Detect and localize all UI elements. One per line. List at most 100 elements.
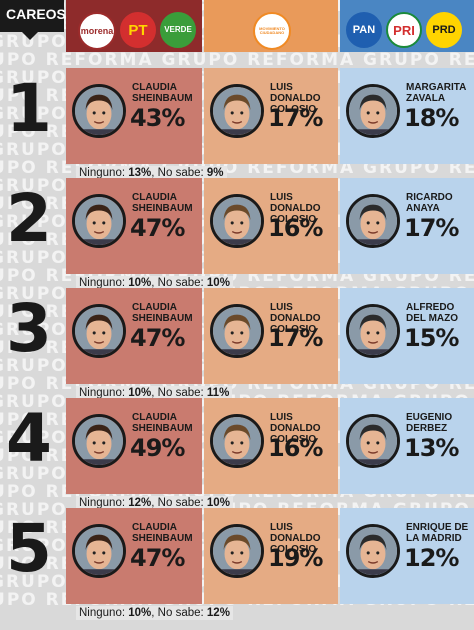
candidate-percentage: 43%	[130, 104, 185, 132]
candidate-percentage: 49%	[130, 434, 185, 462]
matchup-footer: Ninguno: 12%, No sabe: 10%	[76, 496, 233, 510]
candidate-name: LUIS DONALDO COLOSIO	[270, 412, 321, 445]
matchup-number: 2	[6, 180, 52, 257]
candidate-percentage: 47%	[130, 324, 185, 352]
candidate-cell: ENRIQUE DE LA MADRID 12%	[340, 508, 474, 604]
candidate-cell: CLAUDIA SHEINBAUM 47%	[66, 508, 202, 604]
candidate-name: CLAUDIA SHEINBAUM	[132, 522, 193, 544]
candidate-photo	[210, 524, 264, 578]
candidate-cell: LUIS DONALDO COLOSIO 16%	[204, 398, 338, 494]
ninguno-value: 13%	[128, 167, 152, 179]
candidate-photo	[72, 524, 126, 578]
candidate-photo	[72, 304, 126, 358]
matchup-number: 1	[6, 70, 52, 147]
no-sabe-value: 11%	[206, 387, 230, 399]
candidate-percentage: 19%	[268, 544, 323, 572]
candidate-photo	[210, 304, 264, 358]
candidate-photo	[72, 414, 126, 468]
candidate-percentage: 18%	[404, 104, 459, 132]
candidate-photo	[210, 84, 264, 138]
pan-logo: PAN	[346, 12, 382, 48]
candidate-cell: CLAUDIA SHEINBAUM 43%	[66, 68, 202, 164]
candidate-name: ENRIQUE DE LA MADRID	[406, 522, 469, 544]
matchup-number: 5	[6, 510, 52, 587]
candidate-photo	[346, 84, 400, 138]
candidate-name: ALFREDO DEL MAZO	[406, 302, 459, 324]
candidate-percentage: 15%	[404, 324, 459, 352]
no-sabe-value: 10%	[206, 277, 230, 289]
matchup-row: 2 CLAUDIA SHEINBAUM 47% LUIS DONALDO COLOSI…	[0, 178, 474, 300]
matchup-footer: Ninguno: 10%, No sabe: 12%	[76, 606, 233, 620]
ninguno-value: 12%	[128, 497, 152, 509]
matchup-footer: Ninguno: 10%, No sabe: 11%	[76, 386, 233, 400]
candidate-cell: CLAUDIA SHEINBAUM 49%	[66, 398, 202, 494]
candidate-cell: CLAUDIA SHEINBAUM 47%	[66, 288, 202, 384]
ninguno-label: Ninguno:	[79, 497, 126, 509]
candidate-name: LUIS DONALDO COLOSIO	[270, 302, 321, 335]
ninguno-label: Ninguno:	[79, 607, 126, 619]
candidate-cell: LUIS DONALDO COLOSIO 16%	[204, 178, 338, 274]
candidate-name: RICARDO ANAYA	[406, 192, 453, 214]
prd-logo: PRD	[426, 12, 462, 48]
ninguno-label: Ninguno:	[79, 387, 126, 399]
candidate-photo	[346, 304, 400, 358]
candidate-name: LUIS DONALDO COLOSIO	[270, 82, 321, 115]
candidate-cell: MARGARITA ZAVALA 18%	[340, 68, 474, 164]
pri-logo: PRI	[386, 12, 422, 48]
ninguno-label: Ninguno:	[79, 167, 126, 179]
candidate-percentage: 12%	[404, 544, 459, 572]
careos-tag: CAREOS	[0, 0, 66, 40]
candidate-cell: CLAUDIA SHEINBAUM 47%	[66, 178, 202, 274]
matchup-row: 4 CLAUDIA SHEINBAUM 49% LUIS DONALDO COLOSI…	[0, 398, 474, 520]
candidate-photo	[210, 414, 264, 468]
candidate-percentage: 17%	[268, 324, 323, 352]
candidate-cell: RICARDO ANAYA 17%	[340, 178, 474, 274]
candidate-cell: LUIS DONALDO COLOSIO 17%	[204, 68, 338, 164]
candidate-photo	[346, 524, 400, 578]
matchup-number: 4	[6, 400, 52, 477]
ninguno-label: Ninguno:	[79, 277, 126, 289]
candidate-percentage: 16%	[268, 434, 323, 462]
candidate-name: CLAUDIA SHEINBAUM	[132, 302, 193, 324]
candidate-name: LUIS DONALDO COLOSIO	[270, 522, 321, 555]
no-sabe-label: No sabe:	[157, 277, 204, 289]
no-sabe-label: No sabe:	[157, 497, 204, 509]
ninguno-value: 10%	[128, 277, 152, 289]
no-sabe-value: 10%	[206, 497, 230, 509]
matchup-footer: Ninguno: 13%, No sabe: 9%	[76, 166, 227, 180]
candidate-name: CLAUDIA SHEINBAUM	[132, 192, 193, 214]
candidate-percentage: 17%	[268, 104, 323, 132]
matchup-footer: Ninguno: 10%, No sabe: 10%	[76, 276, 233, 290]
matchup-row: 5 CLAUDIA SHEINBAUM 47% LUIS DONALDO COLOSI…	[0, 508, 474, 630]
candidate-percentage: 16%	[268, 214, 323, 242]
candidate-name: MARGARITA ZAVALA	[406, 82, 466, 104]
no-sabe-value: 12%	[206, 607, 230, 619]
candidate-photo	[346, 414, 400, 468]
candidate-photo	[72, 84, 126, 138]
matchup-number: 3	[6, 290, 52, 367]
candidate-percentage: 17%	[404, 214, 459, 242]
candidate-cell: LUIS DONALDO COLOSIO 19%	[204, 508, 338, 604]
no-sabe-label: No sabe:	[157, 607, 204, 619]
candidate-cell: LUIS DONALDO COLOSIO 17%	[204, 288, 338, 384]
candidate-percentage: 47%	[130, 544, 185, 572]
no-sabe-value: 9%	[206, 167, 224, 179]
candidate-photo	[72, 194, 126, 248]
ninguno-value: 10%	[128, 607, 152, 619]
morena-logo: morena	[78, 12, 116, 50]
matchup-row: 3 CLAUDIA SHEINBAUM 47% LUIS DONALDO COLOSI…	[0, 288, 474, 410]
no-sabe-label: No sabe:	[157, 167, 204, 179]
candidate-cell: ALFREDO DEL MAZO 15%	[340, 288, 474, 384]
candidate-photo	[346, 194, 400, 248]
matchup-row: 1 CLAUDIA SHEINBAUM 43% LUIS DONALDO COLOSI…	[0, 68, 474, 190]
candidate-name: CLAUDIA SHEINBAUM	[132, 412, 193, 434]
candidate-cell: EUGENIO DERBEZ 13%	[340, 398, 474, 494]
mc-logo: MOVIMIENTO CIUDADANO	[253, 12, 291, 50]
no-sabe-label: No sabe:	[157, 387, 204, 399]
candidate-name: CLAUDIA SHEINBAUM	[132, 82, 193, 104]
pt-logo: PT	[120, 12, 156, 48]
candidate-name: LUIS DONALDO COLOSIO	[270, 192, 321, 225]
candidate-percentage: 13%	[404, 434, 459, 462]
ninguno-value: 10%	[128, 387, 152, 399]
candidate-name: EUGENIO DERBEZ	[406, 412, 453, 434]
